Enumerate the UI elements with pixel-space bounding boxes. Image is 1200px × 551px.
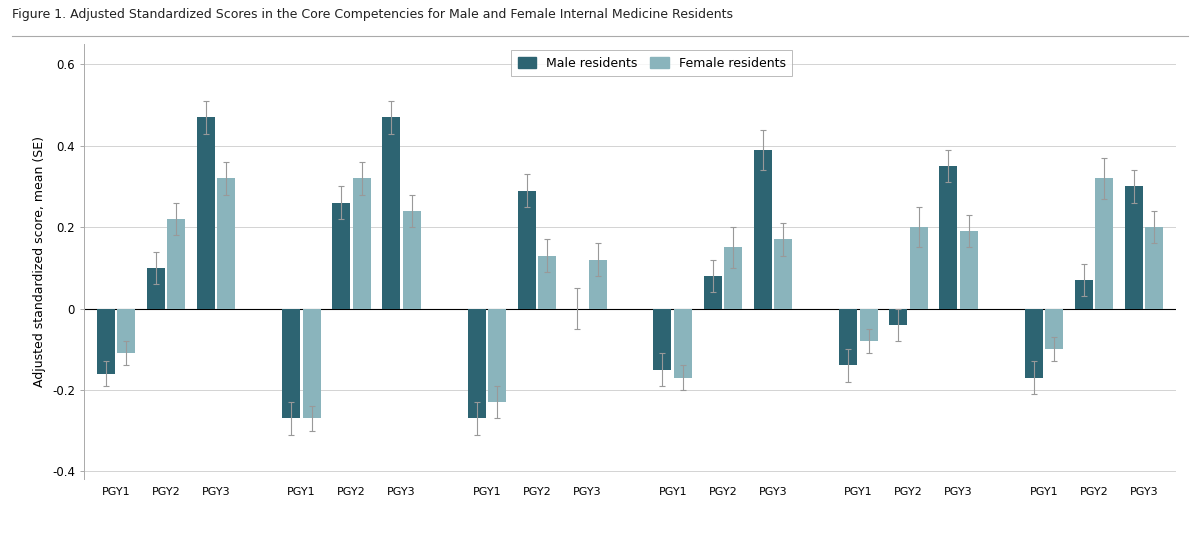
Bar	[674, 309, 692, 377]
Bar	[217, 179, 235, 309]
Bar	[383, 117, 401, 309]
Bar	[960, 231, 978, 309]
Bar	[282, 309, 300, 418]
Bar	[654, 309, 672, 370]
Bar	[96, 309, 114, 374]
Bar	[703, 276, 721, 309]
Bar	[167, 219, 185, 309]
Bar	[118, 309, 136, 353]
Bar	[910, 227, 928, 309]
Bar	[518, 191, 536, 309]
Bar	[940, 166, 958, 309]
Bar	[146, 268, 164, 309]
Bar	[539, 256, 557, 309]
Bar	[724, 247, 742, 309]
Text: Figure 1. Adjusted Standardized Scores in the Core Competencies for Male and Fem: Figure 1. Adjusted Standardized Scores i…	[12, 8, 733, 21]
Bar	[197, 117, 215, 309]
Bar	[1075, 280, 1093, 309]
Bar	[488, 309, 506, 402]
Bar	[839, 309, 857, 365]
Bar	[1146, 227, 1164, 309]
Legend: Male residents, Female residents: Male residents, Female residents	[511, 50, 792, 76]
Y-axis label: Adjusted standardized score, mean (SE): Adjusted standardized score, mean (SE)	[34, 136, 47, 387]
Bar	[774, 239, 792, 309]
Bar	[859, 309, 877, 341]
Bar	[353, 179, 371, 309]
Bar	[1124, 186, 1142, 309]
Bar	[588, 260, 606, 309]
Bar	[889, 309, 907, 325]
Bar	[403, 211, 421, 309]
Bar	[332, 203, 350, 309]
Bar	[302, 309, 320, 418]
Bar	[1025, 309, 1043, 377]
Bar	[754, 150, 772, 309]
Bar	[1096, 179, 1114, 309]
Bar	[468, 309, 486, 418]
Bar	[1045, 309, 1063, 349]
